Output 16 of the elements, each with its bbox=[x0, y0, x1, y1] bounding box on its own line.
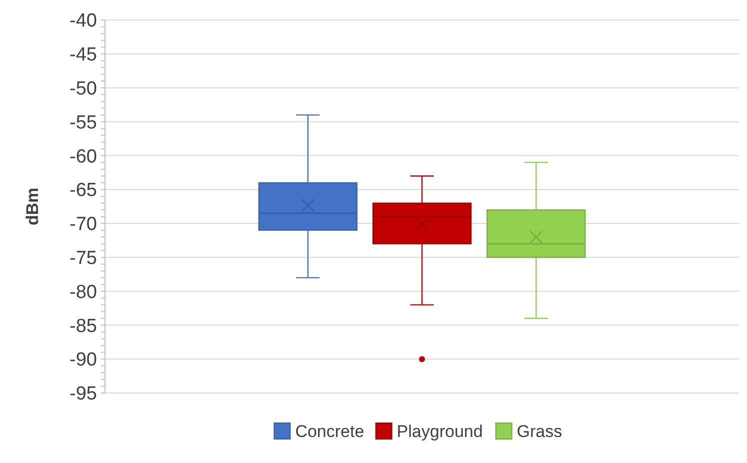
y-tick-label: -85 bbox=[70, 316, 97, 337]
y-tick-label: -80 bbox=[70, 282, 97, 303]
y-tick-label: -55 bbox=[70, 112, 97, 134]
y-axis-title: dBm bbox=[23, 188, 42, 226]
y-tick-label: -90 bbox=[70, 350, 97, 371]
y-tick-label: -65 bbox=[70, 180, 97, 202]
y-tick-label: -40 bbox=[70, 10, 97, 32]
y-tick-label: -95 bbox=[70, 384, 97, 405]
y-tick-label: -45 bbox=[70, 44, 97, 66]
y-tick-label: -75 bbox=[70, 248, 97, 270]
y-tick-label: -60 bbox=[70, 146, 97, 168]
y-tick-label: -50 bbox=[70, 78, 97, 100]
y-tick-label: -70 bbox=[70, 214, 97, 236]
legend-label: Playground bbox=[396, 422, 483, 441]
legend-label: Concrete bbox=[295, 422, 364, 441]
legend-label: Grass bbox=[516, 422, 562, 441]
